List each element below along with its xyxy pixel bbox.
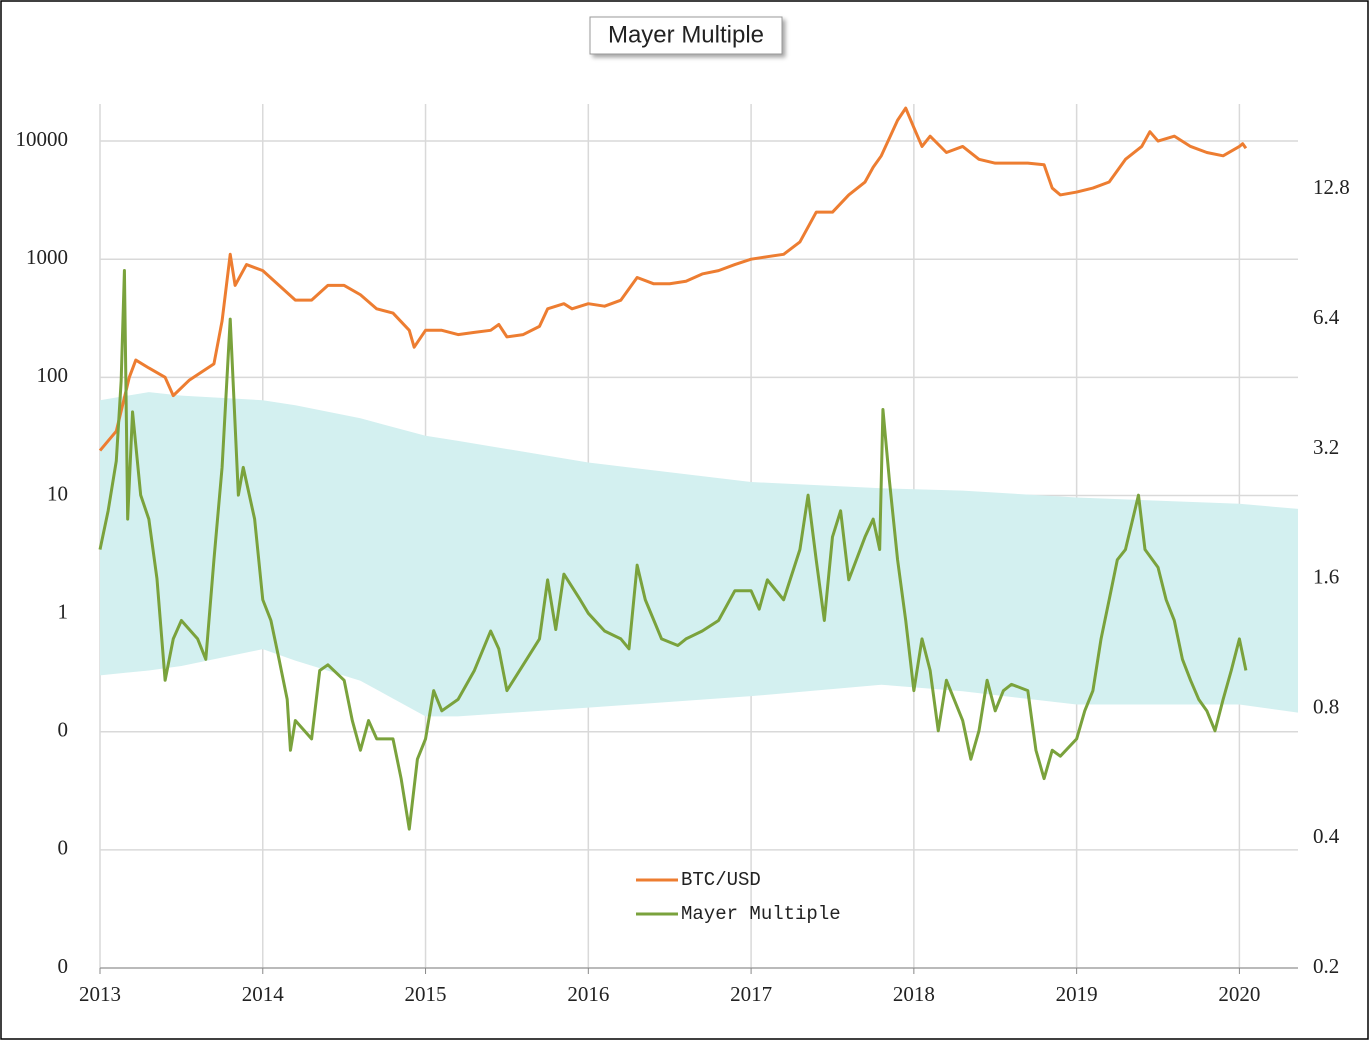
y-tick-label: 0: [58, 836, 69, 860]
y-tick-label: 0: [58, 954, 69, 978]
plot: [98, 106, 1298, 831]
y2-tick-label: 0.8: [1313, 694, 1339, 718]
x-tick-label: 2017: [730, 982, 772, 1006]
title-box: [589, 16, 783, 55]
x-tick-label: 2015: [405, 982, 447, 1006]
x-tick-label: 2014: [242, 982, 285, 1006]
x-tick-label: 2019: [1056, 982, 1098, 1006]
series-line: [98, 106, 1248, 452]
y2-tick-label: 1.6: [1313, 565, 1339, 589]
y-tick-label: 100: [37, 363, 69, 387]
y2-tick-label: 0.4: [1313, 824, 1340, 848]
chart-title: Mayer Multiple: [608, 21, 764, 48]
y-tick-label: 1000: [26, 245, 68, 269]
y2-tick-label: 6.4: [1313, 305, 1340, 329]
y-tick-label: 10: [47, 481, 68, 505]
axes: 0 0 0 1 10 100 1000 10000 0.2 0.4 0.8 1.6 3.2 6.4 12.8…: [16, 127, 1350, 1006]
series-line: [98, 269, 1248, 831]
y-tick-label: 10000: [16, 127, 69, 151]
x-tick-label: 2018: [893, 982, 935, 1006]
x-tick-label: 2016: [567, 982, 609, 1006]
x-tick-label: 2020: [1218, 982, 1260, 1006]
y2-tick-label: 0.2: [1313, 954, 1339, 978]
band-area: [100, 392, 1298, 717]
legend-label: BTC/USD: [681, 869, 761, 891]
y-tick-label: 1: [58, 599, 69, 623]
y2-tick-label: 3.2: [1313, 435, 1339, 459]
legend-label: Mayer Multiple: [681, 903, 841, 925]
y-tick-label: 0: [58, 718, 69, 742]
y2-tick-label: 12.8: [1313, 175, 1350, 199]
x-tick-label: 2013: [79, 982, 121, 1006]
